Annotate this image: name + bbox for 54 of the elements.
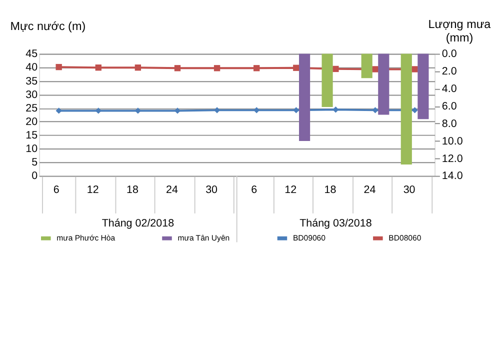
- x-tick-label: 18: [324, 184, 336, 196]
- bar: [322, 54, 333, 107]
- y-tick-label: 40: [26, 62, 38, 74]
- text: Tháng 02/2018: [102, 218, 174, 230]
- point: [56, 108, 62, 114]
- x-tick-label: 24: [166, 184, 178, 196]
- y2-tick-label: 4.0: [442, 83, 457, 96]
- bar: [361, 54, 372, 78]
- legend-label: BD09060: [292, 233, 326, 242]
- point: [134, 64, 142, 71]
- y-tick-label: 30: [26, 88, 38, 101]
- x-tick-label: 6: [251, 184, 258, 196]
- bar: [418, 54, 429, 120]
- x-tick-label: 12: [86, 184, 99, 196]
- legend-label: mưa Phước Hòa: [56, 233, 116, 242]
- point: [254, 65, 260, 72]
- legend-label: mưa Tân Uyên: [178, 233, 230, 242]
- y-tick-label: 35: [26, 75, 38, 88]
- y-tick-label: 20: [26, 116, 38, 128]
- y2-axis-title: Lượng mưa (mm): [428, 18, 492, 45]
- x-tick-label: 12: [284, 184, 297, 196]
- y-tick-label: 5: [32, 156, 38, 169]
- legend-label: BD08060: [388, 233, 422, 242]
- point: [332, 66, 339, 72]
- y2-tick-label: 2.0: [442, 66, 457, 78]
- point: [56, 64, 62, 70]
- point: [134, 108, 142, 114]
- x-tick-label: 6: [53, 184, 60, 196]
- point: [174, 65, 181, 72]
- y-tick-label: 25: [26, 102, 38, 114]
- x-tick-label: 30: [206, 184, 218, 196]
- y2-tick-label: 10.0: [442, 135, 463, 148]
- x-tick-label: 24: [364, 184, 376, 196]
- point: [214, 107, 220, 114]
- x-tick-label: 18: [126, 184, 138, 196]
- y2-tick-label: 0.0: [442, 48, 457, 60]
- point: [174, 108, 181, 114]
- point: [95, 64, 102, 71]
- y-tick-label: 15: [26, 130, 38, 142]
- y2-tick-label: 6.0: [442, 100, 457, 112]
- y-tick-label: 10: [26, 143, 38, 156]
- y2-tick-label: 8.0: [442, 118, 457, 130]
- y2-tick-label: 12.0: [442, 152, 463, 165]
- y2-tick-label: 14.0: [442, 170, 463, 182]
- y-axis-title: Mực nước (m): [10, 20, 86, 33]
- bar: [299, 54, 310, 141]
- bar: [400, 54, 412, 164]
- bar: [378, 54, 390, 115]
- point: [214, 65, 220, 72]
- point: [293, 64, 300, 71]
- text: Tháng 03/2018: [300, 218, 372, 230]
- y-tick-label: 0: [32, 170, 38, 182]
- x-tick-label: 30: [403, 184, 416, 196]
- y-tick-label: 45: [26, 48, 38, 60]
